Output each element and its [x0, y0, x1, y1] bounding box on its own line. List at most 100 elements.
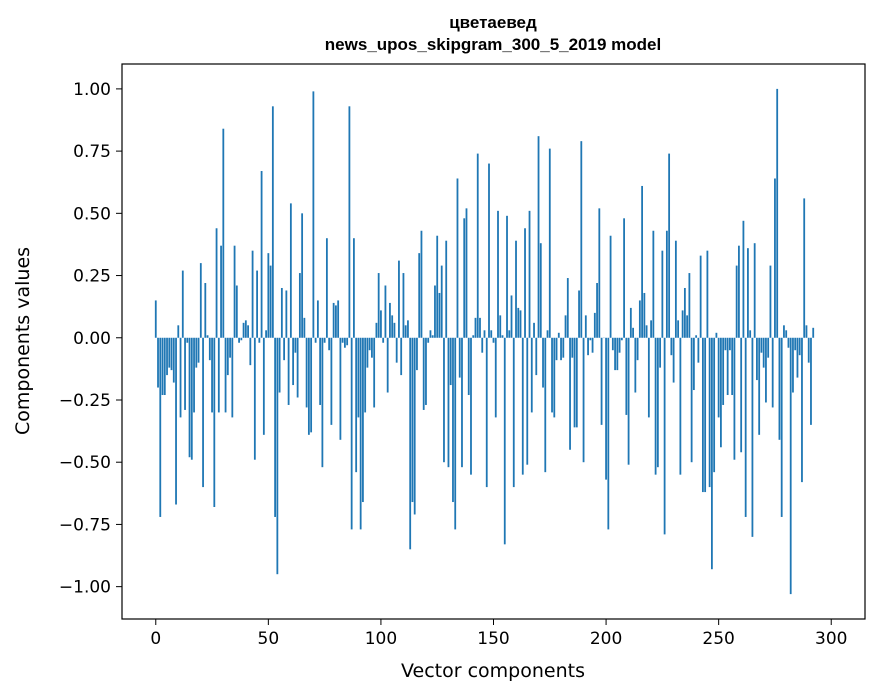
bar-266	[753, 243, 756, 338]
bar-274	[771, 337, 774, 408]
bar-22	[204, 283, 207, 338]
bar-52	[271, 106, 274, 338]
bar-185	[571, 337, 574, 358]
bar-281	[787, 337, 790, 348]
bar-153	[499, 315, 502, 338]
bar-142	[474, 317, 477, 338]
bar-195	[593, 312, 596, 338]
bar-215	[638, 300, 641, 338]
bar-139	[467, 337, 470, 396]
bar-86	[348, 106, 351, 338]
x-tick-label: 0	[150, 629, 161, 649]
bar-112	[407, 320, 409, 338]
bar-11	[179, 337, 182, 418]
bar-256	[731, 337, 734, 396]
bar-124	[434, 285, 436, 338]
bar-191	[584, 315, 587, 338]
bar-280	[785, 330, 788, 338]
bar-270	[762, 337, 765, 368]
bar-232	[677, 320, 680, 338]
bar-4	[163, 337, 166, 396]
bar-118	[420, 230, 423, 338]
bar-122	[429, 330, 432, 338]
y-tick-label: 1.00	[73, 80, 111, 100]
bar-20	[199, 263, 202, 338]
bar-5	[166, 337, 168, 376]
y-tick-label: −0.50	[59, 453, 111, 473]
bar-204	[614, 337, 616, 371]
bar-3	[161, 337, 164, 396]
bar-79	[332, 302, 335, 338]
bar-212	[632, 327, 634, 338]
bar-89	[355, 337, 358, 473]
y-tick-label: 0.75	[73, 142, 111, 162]
bar-138	[465, 208, 468, 338]
bar-170	[537, 136, 540, 338]
bar-218	[645, 325, 648, 338]
bar-42	[249, 337, 252, 366]
x-tick-label: 250	[702, 629, 734, 649]
bar-149	[490, 330, 493, 338]
bar-264	[749, 330, 752, 338]
bar-145	[481, 337, 484, 353]
bar-271	[765, 337, 767, 403]
bar-133	[454, 337, 457, 530]
bar-69	[310, 337, 313, 433]
bar-279	[783, 325, 785, 338]
bar-27	[215, 228, 218, 338]
y-tick-label: 0.00	[73, 329, 111, 349]
bar-9	[175, 337, 177, 505]
bar-12	[181, 270, 184, 338]
bar-197	[598, 208, 601, 338]
bar-92	[362, 337, 364, 503]
bar-77	[328, 337, 331, 351]
bar-63	[296, 337, 299, 398]
bar-240	[695, 335, 698, 338]
bar-288	[803, 198, 806, 338]
bar-45	[256, 270, 258, 338]
bar-110	[402, 273, 405, 338]
bar-252	[722, 337, 725, 405]
bar-234	[681, 310, 684, 338]
bar-33	[229, 337, 231, 358]
bar-228	[668, 153, 671, 338]
bar-169	[535, 337, 538, 376]
bar-129	[445, 240, 448, 338]
bar-93	[364, 337, 367, 413]
bar-75	[323, 337, 326, 343]
bar-184	[569, 337, 571, 450]
bar-64	[298, 273, 301, 338]
bar-171	[539, 243, 542, 338]
bar-102	[384, 285, 387, 338]
bar-111	[404, 325, 407, 338]
bar-114	[411, 337, 414, 503]
bar-224	[659, 337, 662, 368]
bar-260	[740, 337, 743, 453]
bar-108	[398, 260, 400, 338]
bar-95	[368, 337, 371, 351]
bar-267	[756, 337, 758, 381]
bar-225	[661, 250, 664, 338]
bar-151	[494, 337, 497, 418]
bar-178	[555, 337, 558, 361]
bar-113	[409, 337, 412, 550]
bar-209	[625, 337, 628, 415]
bar-238	[690, 337, 693, 463]
bar-105	[391, 315, 394, 338]
bar-245	[706, 250, 709, 338]
bar-159	[512, 337, 515, 488]
bar-250	[717, 337, 720, 418]
bar-78	[330, 337, 333, 425]
bar-10	[177, 325, 180, 338]
x-axis-ticks: 0 50 100 150 200 250 300	[150, 619, 847, 649]
bar-203	[611, 337, 614, 351]
bar-263	[747, 248, 749, 338]
bar-249	[715, 332, 718, 338]
bar-54	[276, 337, 279, 575]
bar-205	[616, 337, 619, 371]
bar-83	[341, 337, 344, 343]
bar-70	[312, 91, 315, 338]
bar-16	[190, 337, 193, 460]
bar-162	[519, 310, 522, 338]
